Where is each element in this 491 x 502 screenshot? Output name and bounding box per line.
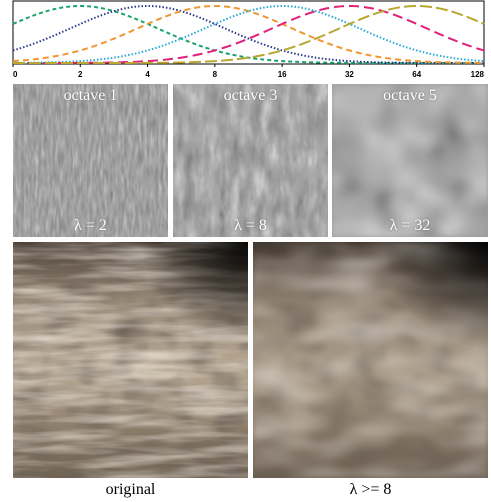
octave-1-panel: octave 1 λ = 2 [13, 84, 168, 237]
octave-3-title: octave 3 [223, 87, 278, 104]
octave-5-image [332, 84, 488, 237]
octave-3-image [173, 84, 328, 237]
octave-1-title: octave 1 [63, 87, 118, 104]
x-tick-label: 2 [78, 70, 83, 79]
x-tick-label: 8 [213, 70, 218, 79]
octave-1-image [13, 84, 168, 237]
octave-5-panel: octave 5 λ = 32 [332, 84, 488, 237]
original-hair-image [13, 242, 248, 478]
filter-curve-5 [12, 4, 485, 64]
lowpass-hair-image [253, 242, 488, 478]
octave-1-lambda: λ = 2 [74, 217, 107, 234]
x-tick-label: 16 [278, 70, 287, 79]
original-caption: original [105, 481, 156, 498]
chart-curves [12, 4, 485, 64]
filter-curve-2 [12, 4, 485, 64]
filter-curve-6 [13, 4, 485, 64]
octave-3-lambda: λ = 8 [234, 217, 267, 234]
x-tick-label: 0 [13, 70, 18, 79]
filter-curve-4 [12, 5, 485, 64]
filter-curve-1 [12, 4, 484, 64]
chart-x-ticks: 0 2 4 8 16 32 64 128 [12, 64, 485, 79]
chart-frame [12, 0, 485, 65]
filter-curve-3 [12, 5, 485, 64]
lowpass-caption: λ >= 8 [349, 481, 392, 498]
octave-5-lambda: λ = 32 [389, 217, 431, 234]
bandpass-filter-chart: 0 2 4 8 16 32 64 128 [12, 0, 485, 79]
x-tick-label: 64 [412, 70, 421, 79]
octave-5-title: octave 5 [383, 87, 437, 104]
x-tick-label: 32 [345, 70, 354, 79]
octave-3-panel: octave 3 λ = 8 [173, 84, 328, 237]
x-tick-label: 128 [471, 70, 485, 79]
x-tick-label: 4 [145, 70, 150, 79]
